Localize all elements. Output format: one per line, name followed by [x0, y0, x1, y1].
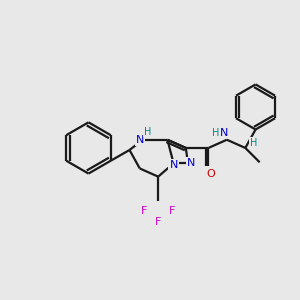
- Text: N: N: [136, 135, 144, 145]
- Text: H: H: [144, 127, 152, 136]
- Text: N: N: [220, 128, 228, 138]
- Text: N: N: [169, 160, 178, 170]
- Text: F: F: [141, 206, 147, 217]
- Text: O: O: [206, 169, 215, 178]
- Text: F: F: [169, 206, 176, 217]
- Text: N: N: [187, 158, 195, 168]
- Text: F: F: [155, 217, 161, 227]
- Text: H: H: [212, 128, 219, 138]
- Text: H: H: [250, 138, 257, 148]
